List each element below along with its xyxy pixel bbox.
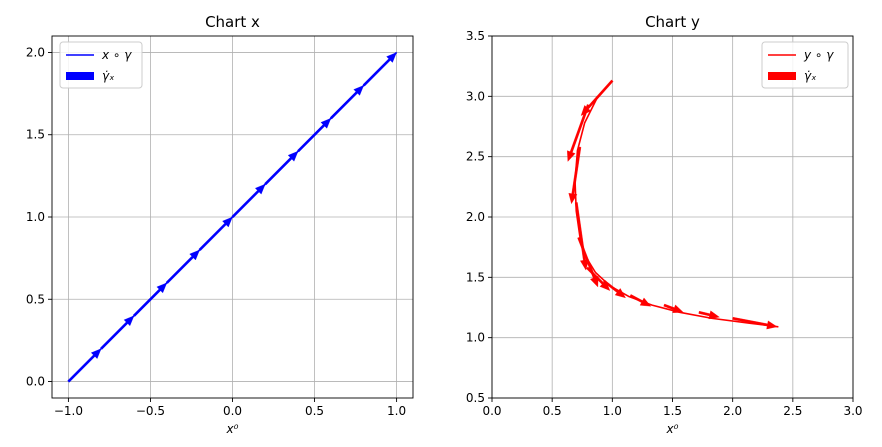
quiver-arrow <box>574 202 589 271</box>
x-tick-label: 3.0 <box>843 404 862 418</box>
x-tick-label: 1.0 <box>603 404 622 418</box>
y-tick-label: 2.0 <box>26 45 45 59</box>
x-tick-label: 0.0 <box>482 404 501 418</box>
x-tick-label: 1.5 <box>663 404 682 418</box>
quiver-arrow <box>602 279 626 299</box>
quiver-arrow <box>100 315 135 350</box>
y-tick-label: 0.0 <box>26 375 45 389</box>
x-tick-label: 0.5 <box>305 404 324 418</box>
legend-label: x ∘ γ <box>101 48 132 62</box>
quiver-arrow <box>329 85 365 120</box>
quiver-arrow <box>585 266 611 291</box>
quiver-arrow <box>264 150 299 186</box>
x-tick-label: −0.5 <box>136 404 165 418</box>
quiver-arrow <box>629 294 652 307</box>
chart-y: 0.0 0.5 1.0 1.5 2.0 2.5 3.00.51.01.52.02.53.03… <box>466 13 863 436</box>
y-tick-label: 0.5 <box>466 391 485 405</box>
quiver-arrow <box>67 348 102 383</box>
y-tick-label: 2.0 <box>466 210 485 224</box>
quiver-arrow <box>567 104 590 162</box>
x-axis-label: x⁰ <box>226 422 239 436</box>
x-axis-label: x⁰ <box>666 422 679 436</box>
y-tick-label: 0.5 <box>26 292 45 306</box>
legend-label: y ∘ γ <box>803 48 834 62</box>
quiver-arrow <box>698 310 720 320</box>
chart-x: −1.0 −0.5 0.0 0.5 1.0 0.0 0.5 1.0 1.5 2.0 Chart x x… <box>26 13 414 436</box>
quiver-arrow <box>231 183 266 219</box>
y-tick-label: 1.0 <box>466 331 485 345</box>
quiver-arrow <box>132 282 168 317</box>
quiver-arrow <box>362 52 397 87</box>
quiver-arrow <box>568 146 582 205</box>
y-tick-label: 1.5 <box>26 128 45 142</box>
legend-arrow-swatch <box>66 72 94 80</box>
y-tick-label: 2.5 <box>466 150 485 164</box>
quiver-arrow <box>663 303 684 313</box>
x-tick-label: 2.0 <box>723 404 742 418</box>
y-tick-label: 3.0 <box>466 89 485 103</box>
x-tick-label: 0.0 <box>223 404 242 418</box>
y-tick-label: 1.0 <box>26 210 45 224</box>
x-tick-label: 2.5 <box>783 404 802 418</box>
x-tick-label: −1.0 <box>54 404 83 418</box>
quiver-arrow <box>577 236 599 288</box>
quiver-arrow <box>165 249 200 284</box>
legend-arrow-swatch <box>768 72 796 80</box>
x-tick-label: 0.5 <box>543 404 562 418</box>
y-tick-label: 1.5 <box>466 270 485 284</box>
quiver-arrow <box>297 117 332 153</box>
x-tick-label: 1.0 <box>387 404 406 418</box>
quiver-arrow <box>732 317 778 330</box>
chart-title: Chart y <box>645 13 700 31</box>
y-tick-label: 3.5 <box>466 29 485 43</box>
legend-label: γ̇ₓ <box>804 69 816 83</box>
legend-label: γ̇ₓ <box>102 69 114 83</box>
legend: x ∘ γ γ̇ₓ <box>59 41 143 89</box>
series-line <box>574 80 779 328</box>
chart-title: Chart x <box>205 13 260 31</box>
quiver-arrow <box>198 216 233 251</box>
legend: y ∘ γ γ̇ₓ <box>761 41 849 89</box>
